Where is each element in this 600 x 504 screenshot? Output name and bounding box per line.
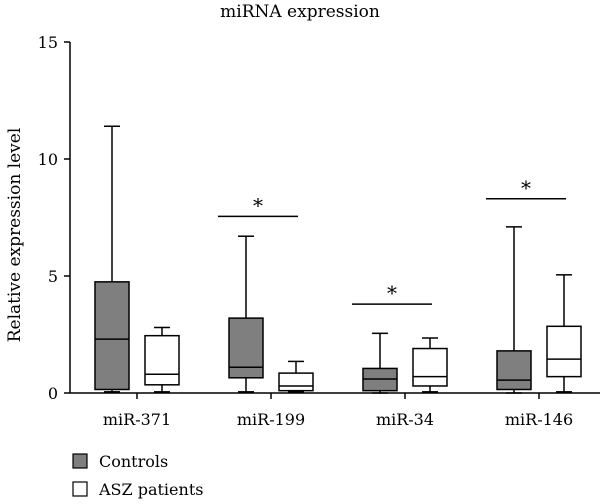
box-miR-34-asz-patients xyxy=(412,347,448,387)
legend-swatch-controls xyxy=(72,453,88,469)
box-miR-146-asz-patients xyxy=(546,325,582,378)
legend-label-controls: Controls xyxy=(99,452,168,471)
y-axis-label: Relative expression level xyxy=(5,128,25,343)
y-tick-label-15: 15 xyxy=(38,33,58,52)
x-tick-label-miR-371: miR-371 xyxy=(103,410,171,429)
chart-marks: 0 5 10 15 miR-371 miR-199 miR-34 miR-146 * * * xyxy=(38,33,582,429)
significance-star-miR-146: * xyxy=(521,176,531,200)
x-tick-label-miR-146: miR-146 xyxy=(505,410,573,429)
box-miR-371-controls xyxy=(94,281,130,391)
chart-title: miRNA expression xyxy=(220,2,380,22)
box-miR-146-controls xyxy=(496,350,532,391)
y-tick-label-10: 10 xyxy=(38,150,58,169)
y-tick-label-5: 5 xyxy=(48,267,58,286)
legend: Controls ASZ patients xyxy=(72,452,203,499)
box-miR-199-asz-patients xyxy=(278,372,314,392)
significance-star-miR-34: * xyxy=(387,281,397,305)
x-tick-label-miR-34: miR-34 xyxy=(376,410,434,429)
legend-label-asz-patients: ASZ patients xyxy=(98,480,203,499)
box-miR-199-controls xyxy=(228,317,264,379)
significance-star-miR-199: * xyxy=(253,193,263,217)
legend-swatch-asz-patients xyxy=(72,481,88,497)
x-tick-label-miR-199: miR-199 xyxy=(237,410,305,429)
box-miR-371-asz-patients xyxy=(144,334,180,386)
y-tick-label-0: 0 xyxy=(48,384,58,403)
